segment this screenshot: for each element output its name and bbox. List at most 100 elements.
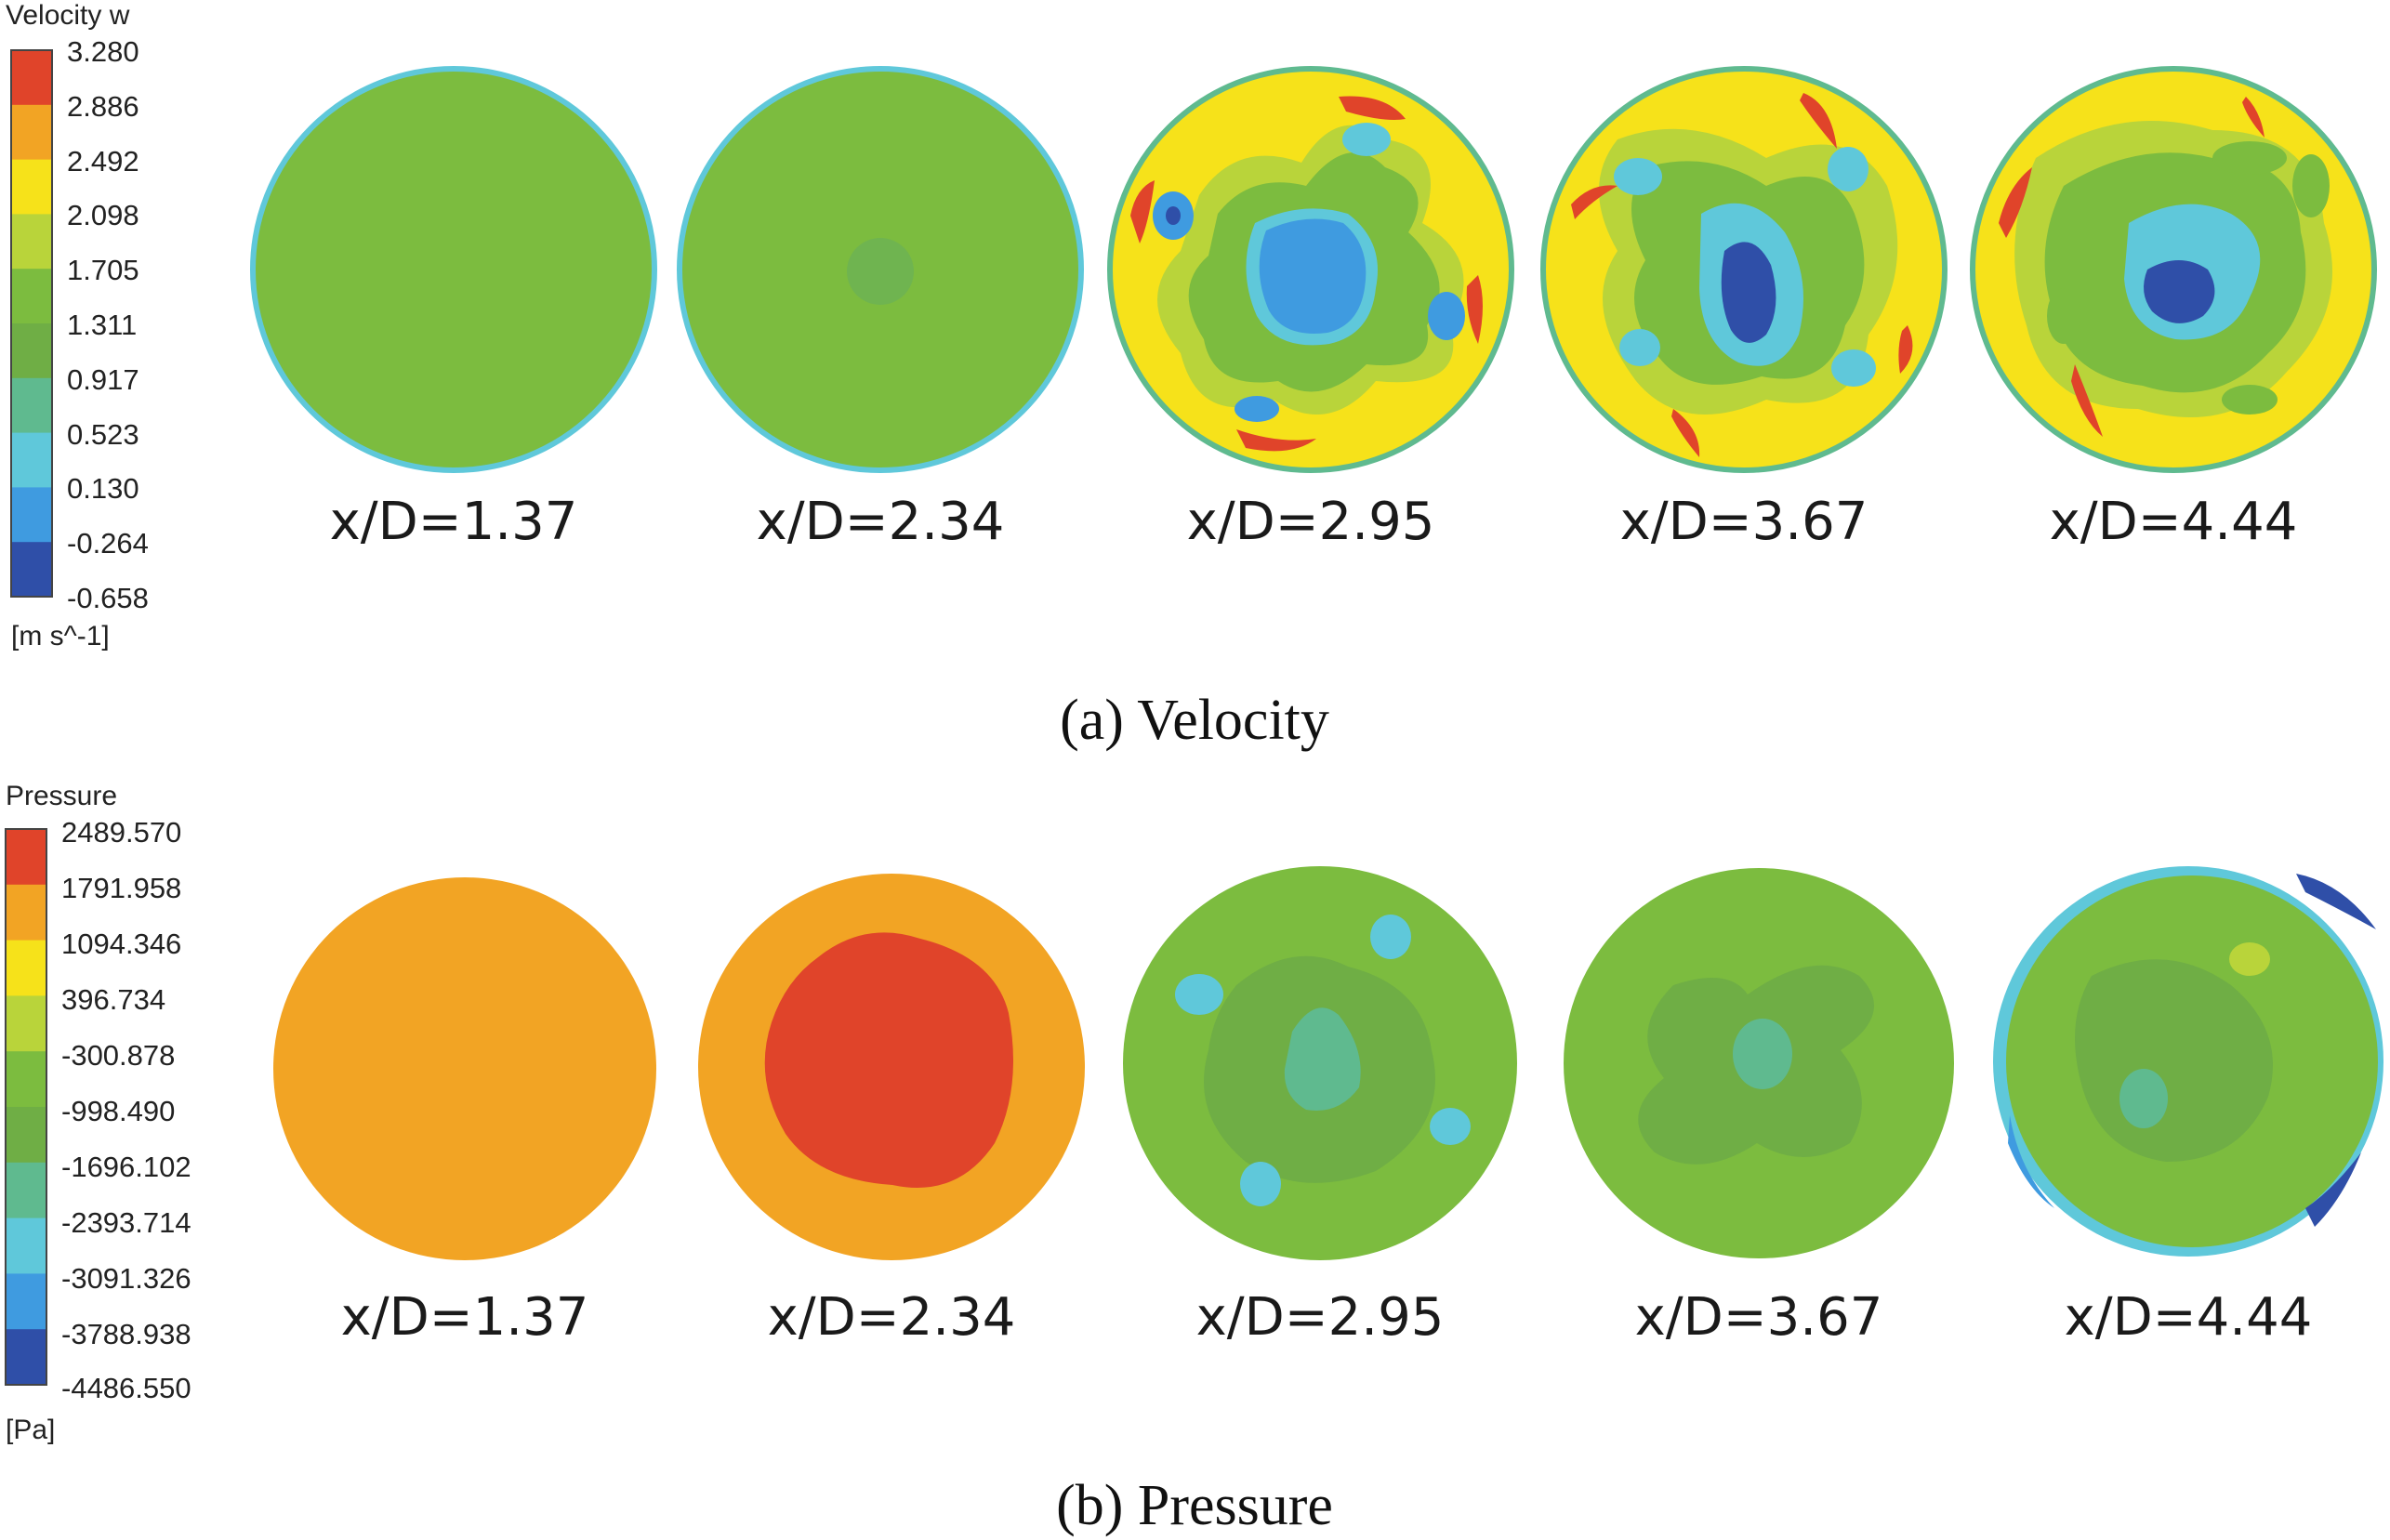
pressure-section-4 (1564, 868, 1954, 1258)
pressure-colorbar-swatch (6, 995, 46, 1052)
velocity-section-1 (250, 66, 657, 473)
velocity-contour-disc (250, 66, 657, 473)
pressure-tick: 1791.958 (61, 872, 181, 904)
velocity-tick: 1.311 (67, 309, 137, 341)
pressure-colorbar-title: Pressure (6, 781, 117, 811)
velocity-contour-hotspot (1466, 275, 1483, 344)
velocity-colorbar-swatch (11, 432, 52, 488)
pressure-tick: -4486.550 (61, 1372, 191, 1404)
position-label: x/D=2.95 (1187, 492, 1435, 552)
pressure-colorbar-swatch (6, 1329, 46, 1386)
pressure-colorbar-unit: [Pa] (6, 1415, 55, 1445)
position-label: x/D=4.44 (2065, 1287, 2313, 1348)
velocity-contour-hotspot (2071, 364, 2103, 437)
velocity-section-4 (1540, 66, 1948, 473)
pressure-colorbar-swatch (6, 1107, 46, 1164)
velocity-tick: 0.917 (67, 363, 139, 396)
pressure-contour-spot (1430, 1108, 1471, 1145)
velocity-contour-hotspot (1999, 167, 2032, 238)
pressure-colorbar-swatch (6, 1218, 46, 1274)
velocity-section-5 (1970, 66, 2377, 473)
pressure-contour-core (1284, 1007, 1361, 1111)
pressure-colorbar-swatch (6, 829, 46, 886)
pressure-colorbar-swatch (6, 1273, 46, 1330)
velocity-tick: 2.098 (67, 199, 139, 231)
velocity-contour-spot (2047, 288, 2080, 344)
velocity-colorbar-swatch (11, 159, 52, 215)
velocity-tick: 0.130 (67, 472, 139, 505)
position-label: x/D=2.34 (768, 1287, 1016, 1348)
velocity-contour-hotspot (2242, 97, 2265, 138)
position-label: x/D=3.67 (1620, 492, 1868, 552)
pressure-tick: -3788.938 (61, 1318, 191, 1350)
velocity-contour-spot (2212, 141, 2287, 175)
velocity-colorbar-swatch (11, 104, 52, 161)
velocity-contour-hotspot (1571, 185, 1618, 219)
pressure-contour-core (2119, 1069, 2168, 1128)
velocity-tick: 3.280 (67, 35, 139, 68)
position-label: x/D=4.44 (2050, 492, 2298, 552)
pressure-section-5 (1993, 866, 2383, 1257)
pressure-tick: -998.490 (61, 1095, 175, 1127)
pressure-tick: -3091.326 (61, 1262, 191, 1295)
velocity-position-labels: x/D=1.37 x/D=2.34 x/D=2.95 x/D=3.67 x/D=… (330, 492, 2298, 552)
pressure-section-1 (273, 877, 656, 1260)
pressure-colorbar-swatch (6, 1051, 46, 1108)
velocity-contour-spot (1828, 147, 1868, 191)
velocity-contour-hotspot (1800, 93, 1837, 149)
velocity-contour-spot (1619, 329, 1660, 366)
pressure-contour-spot (1240, 1162, 1281, 1206)
velocity-colorbar-swatch (11, 542, 52, 598)
pressure-colorbar-swatch (6, 884, 46, 941)
pressure-contour-core (1733, 1019, 1792, 1089)
velocity-contour-spot (1428, 292, 1465, 340)
velocity-colorbar-swatch (11, 50, 52, 106)
velocity-contour-spot (1166, 206, 1181, 225)
pressure-tick: 2489.570 (61, 816, 181, 849)
pressure-colorbar-ticks: 2489.570 1791.958 1094.346 396.734 -300.… (61, 816, 191, 1404)
velocity-caption: (a) Velocity (1060, 689, 1329, 752)
pressure-section-3 (1123, 866, 1517, 1260)
velocity-tick: 2.492 (67, 145, 139, 178)
pressure-contour-spot (1370, 915, 1411, 959)
velocity-contour-spot (2222, 385, 2278, 415)
velocity-panel: Velocity w 3.280 2.886 2.492 2.098 1.705… (6, 0, 2377, 752)
velocity-colorbar-swatches (11, 50, 52, 598)
pressure-tick: -1696.102 (61, 1151, 191, 1183)
position-label: x/D=3.67 (1635, 1287, 1883, 1348)
velocity-contour-spot (1342, 123, 1391, 156)
velocity-contour-hotspot (1130, 180, 1155, 244)
pressure-tick: -2393.714 (61, 1206, 191, 1239)
velocity-contour-hotspot (1339, 96, 1406, 120)
velocity-colorbar-swatch (11, 323, 52, 379)
velocity-section-3 (1107, 66, 1514, 473)
pressure-colorbar: Pressure 2489.570 1791.958 1094.346 396.… (5, 781, 191, 1445)
velocity-contour-hotspot (1236, 429, 1316, 452)
velocity-tick: -0.658 (67, 582, 149, 614)
velocity-tick: 1.705 (67, 254, 139, 286)
velocity-colorbar-swatch (11, 377, 52, 434)
pressure-colorbar-swatch (6, 940, 46, 996)
pressure-contour-rim (2008, 1115, 2054, 1208)
velocity-contour-spot (2292, 154, 2330, 217)
velocity-tick: 0.523 (67, 418, 139, 451)
position-label: x/D=1.37 (330, 492, 578, 552)
velocity-contour-core (2144, 260, 2215, 323)
velocity-contour-hotspot (1671, 409, 1700, 457)
velocity-contour-hotspot (1898, 325, 1913, 374)
velocity-colorbar-title: Velocity w (6, 0, 130, 31)
pressure-contour-rim (2296, 874, 2376, 929)
pressure-tick: 1094.346 (61, 928, 181, 960)
pressure-tick: 396.734 (61, 983, 165, 1016)
pressure-tick: -300.878 (61, 1039, 175, 1072)
pressure-panel: Pressure 2489.570 1791.958 1094.346 396.… (5, 781, 2383, 1537)
velocity-colorbar-swatch (11, 269, 52, 324)
velocity-colorbar-unit: [m s^-1] (11, 621, 110, 652)
pressure-contour-disc (273, 877, 656, 1260)
pressure-colorbar-swatch (6, 1162, 46, 1219)
velocity-colorbar: Velocity w 3.280 2.886 2.492 2.098 1.705… (6, 0, 149, 652)
pressure-contour-spot (2229, 942, 2270, 976)
position-label: x/D=2.34 (757, 492, 1005, 552)
position-label: x/D=1.37 (341, 1287, 589, 1348)
